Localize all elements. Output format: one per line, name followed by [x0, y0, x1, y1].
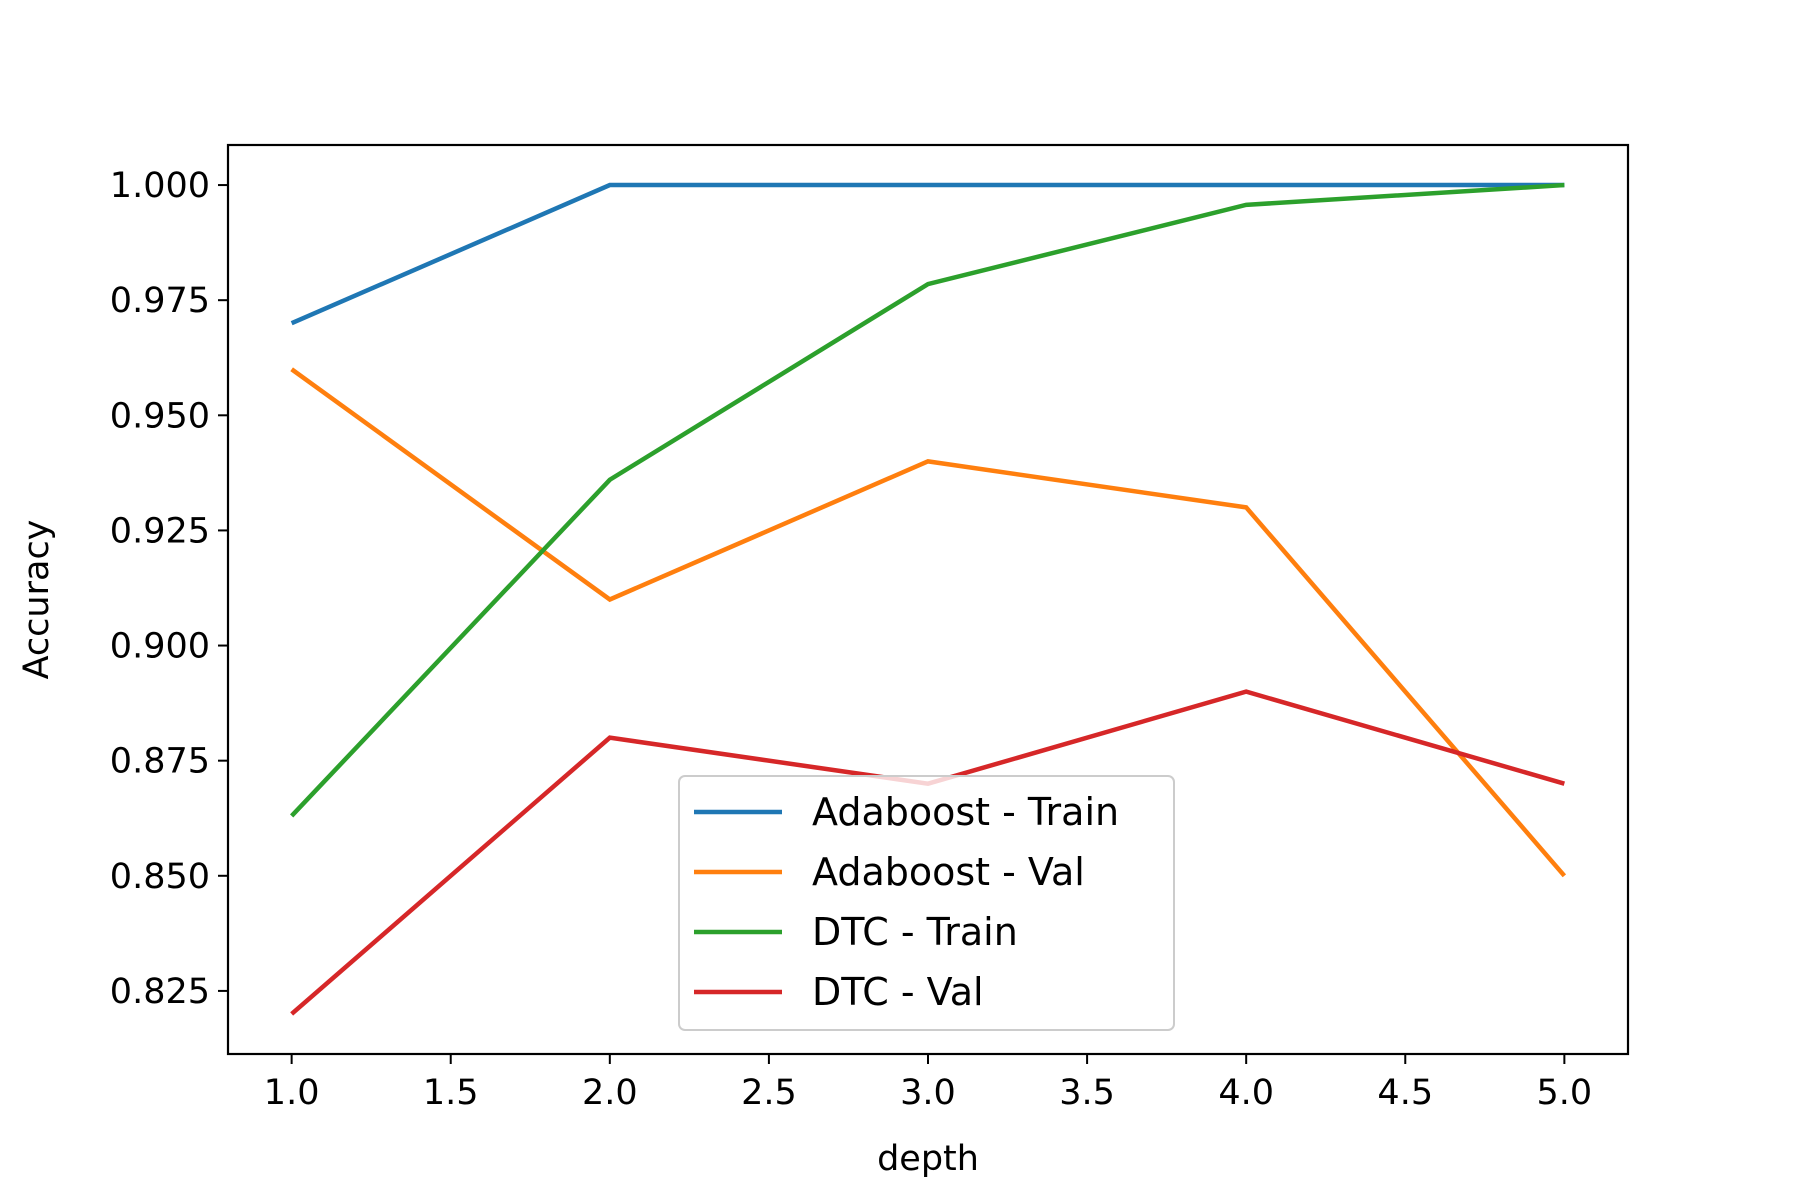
legend-label: Adaboost - Val — [812, 850, 1085, 894]
x-axis-ticks: 1.0 1.5 2.0 2.5 3.0 3.5 4.0 4.5 5.0 — [264, 1054, 1592, 1113]
x-tick-label: 2.0 — [582, 1073, 638, 1113]
y-tick-label: 0.875 — [110, 742, 210, 782]
legend-box — [678, 775, 1175, 1031]
series-line-1 — [290, 182, 1565, 326]
x-tick-label: 5.0 — [1537, 1073, 1593, 1113]
y-tick-label: 0.950 — [110, 396, 210, 436]
x-axis-label: depth — [877, 1139, 979, 1179]
series-line-2 — [290, 367, 1567, 878]
y-tick-label: 0.975 — [110, 281, 210, 321]
y-tick-label: 0.850 — [110, 857, 210, 897]
x-tick-label: 4.5 — [1377, 1073, 1433, 1113]
x-tick-label: 1.5 — [423, 1073, 479, 1113]
legend-label: DTC - Train — [812, 910, 1018, 954]
x-tick-label: 2.5 — [741, 1073, 797, 1113]
x-tick-label: 1.0 — [264, 1073, 320, 1113]
x-tick-label: 3.0 — [900, 1073, 956, 1113]
x-tick-label: 4.0 — [1218, 1073, 1274, 1113]
y-tick-label: 0.900 — [110, 627, 210, 667]
legend-label: DTC - Val — [812, 970, 984, 1014]
y-axis-ticks: 0.825 0.850 0.875 0.900 0.925 0.950 0.975 1.000 — [110, 166, 228, 1012]
legend: Adaboost - Train Adaboost - Val DTC - Trai… — [678, 775, 1175, 1031]
y-tick-label: 0.825 — [110, 972, 210, 1012]
y-axis-label: Accuracy — [17, 520, 57, 680]
series-line-3 — [290, 182, 1565, 818]
y-tick-label: 1.000 — [110, 166, 210, 206]
legend-label: Adaboost - Train — [812, 790, 1119, 834]
y-tick-label: 0.925 — [110, 511, 210, 551]
x-tick-label: 3.5 — [1059, 1073, 1115, 1113]
